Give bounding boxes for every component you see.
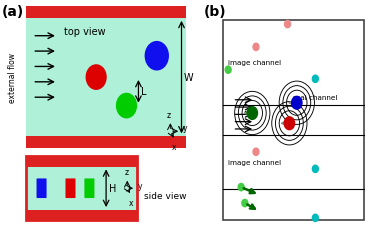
Text: z: z [167,110,171,119]
Circle shape [292,97,302,110]
Circle shape [312,165,318,173]
Text: x: x [172,143,177,151]
FancyBboxPatch shape [37,179,47,198]
Text: y: y [183,124,187,133]
Bar [26,137,186,149]
Text: L: L [141,87,147,97]
Text: x: x [129,198,134,207]
Text: z: z [124,167,128,176]
Circle shape [247,107,257,120]
Text: image channel: image channel [228,60,281,66]
FancyBboxPatch shape [65,179,76,198]
Circle shape [238,184,244,191]
Bar [26,210,137,220]
Circle shape [145,42,168,71]
Text: top view: top view [64,27,106,37]
Bar [26,157,137,220]
Text: image channel: image channel [228,159,281,165]
Text: (a): (a) [2,5,24,18]
Text: (b): (b) [204,5,227,18]
Circle shape [242,200,248,207]
Text: external flow: external flow [9,53,17,103]
FancyBboxPatch shape [84,179,94,198]
Bar [26,7,186,149]
Bar [223,20,364,220]
Circle shape [312,214,318,222]
Text: side view: side view [144,192,186,200]
Circle shape [312,76,318,83]
Bar [26,7,186,19]
Text: real channel: real channel [293,95,338,101]
Text: H: H [109,183,116,193]
Circle shape [285,21,290,29]
Circle shape [225,67,231,74]
Circle shape [284,117,295,130]
Circle shape [253,44,259,51]
Circle shape [86,66,106,90]
Circle shape [253,148,259,156]
Text: y: y [138,182,142,191]
Text: W: W [184,73,193,83]
Bar [26,157,137,167]
Circle shape [116,94,137,118]
